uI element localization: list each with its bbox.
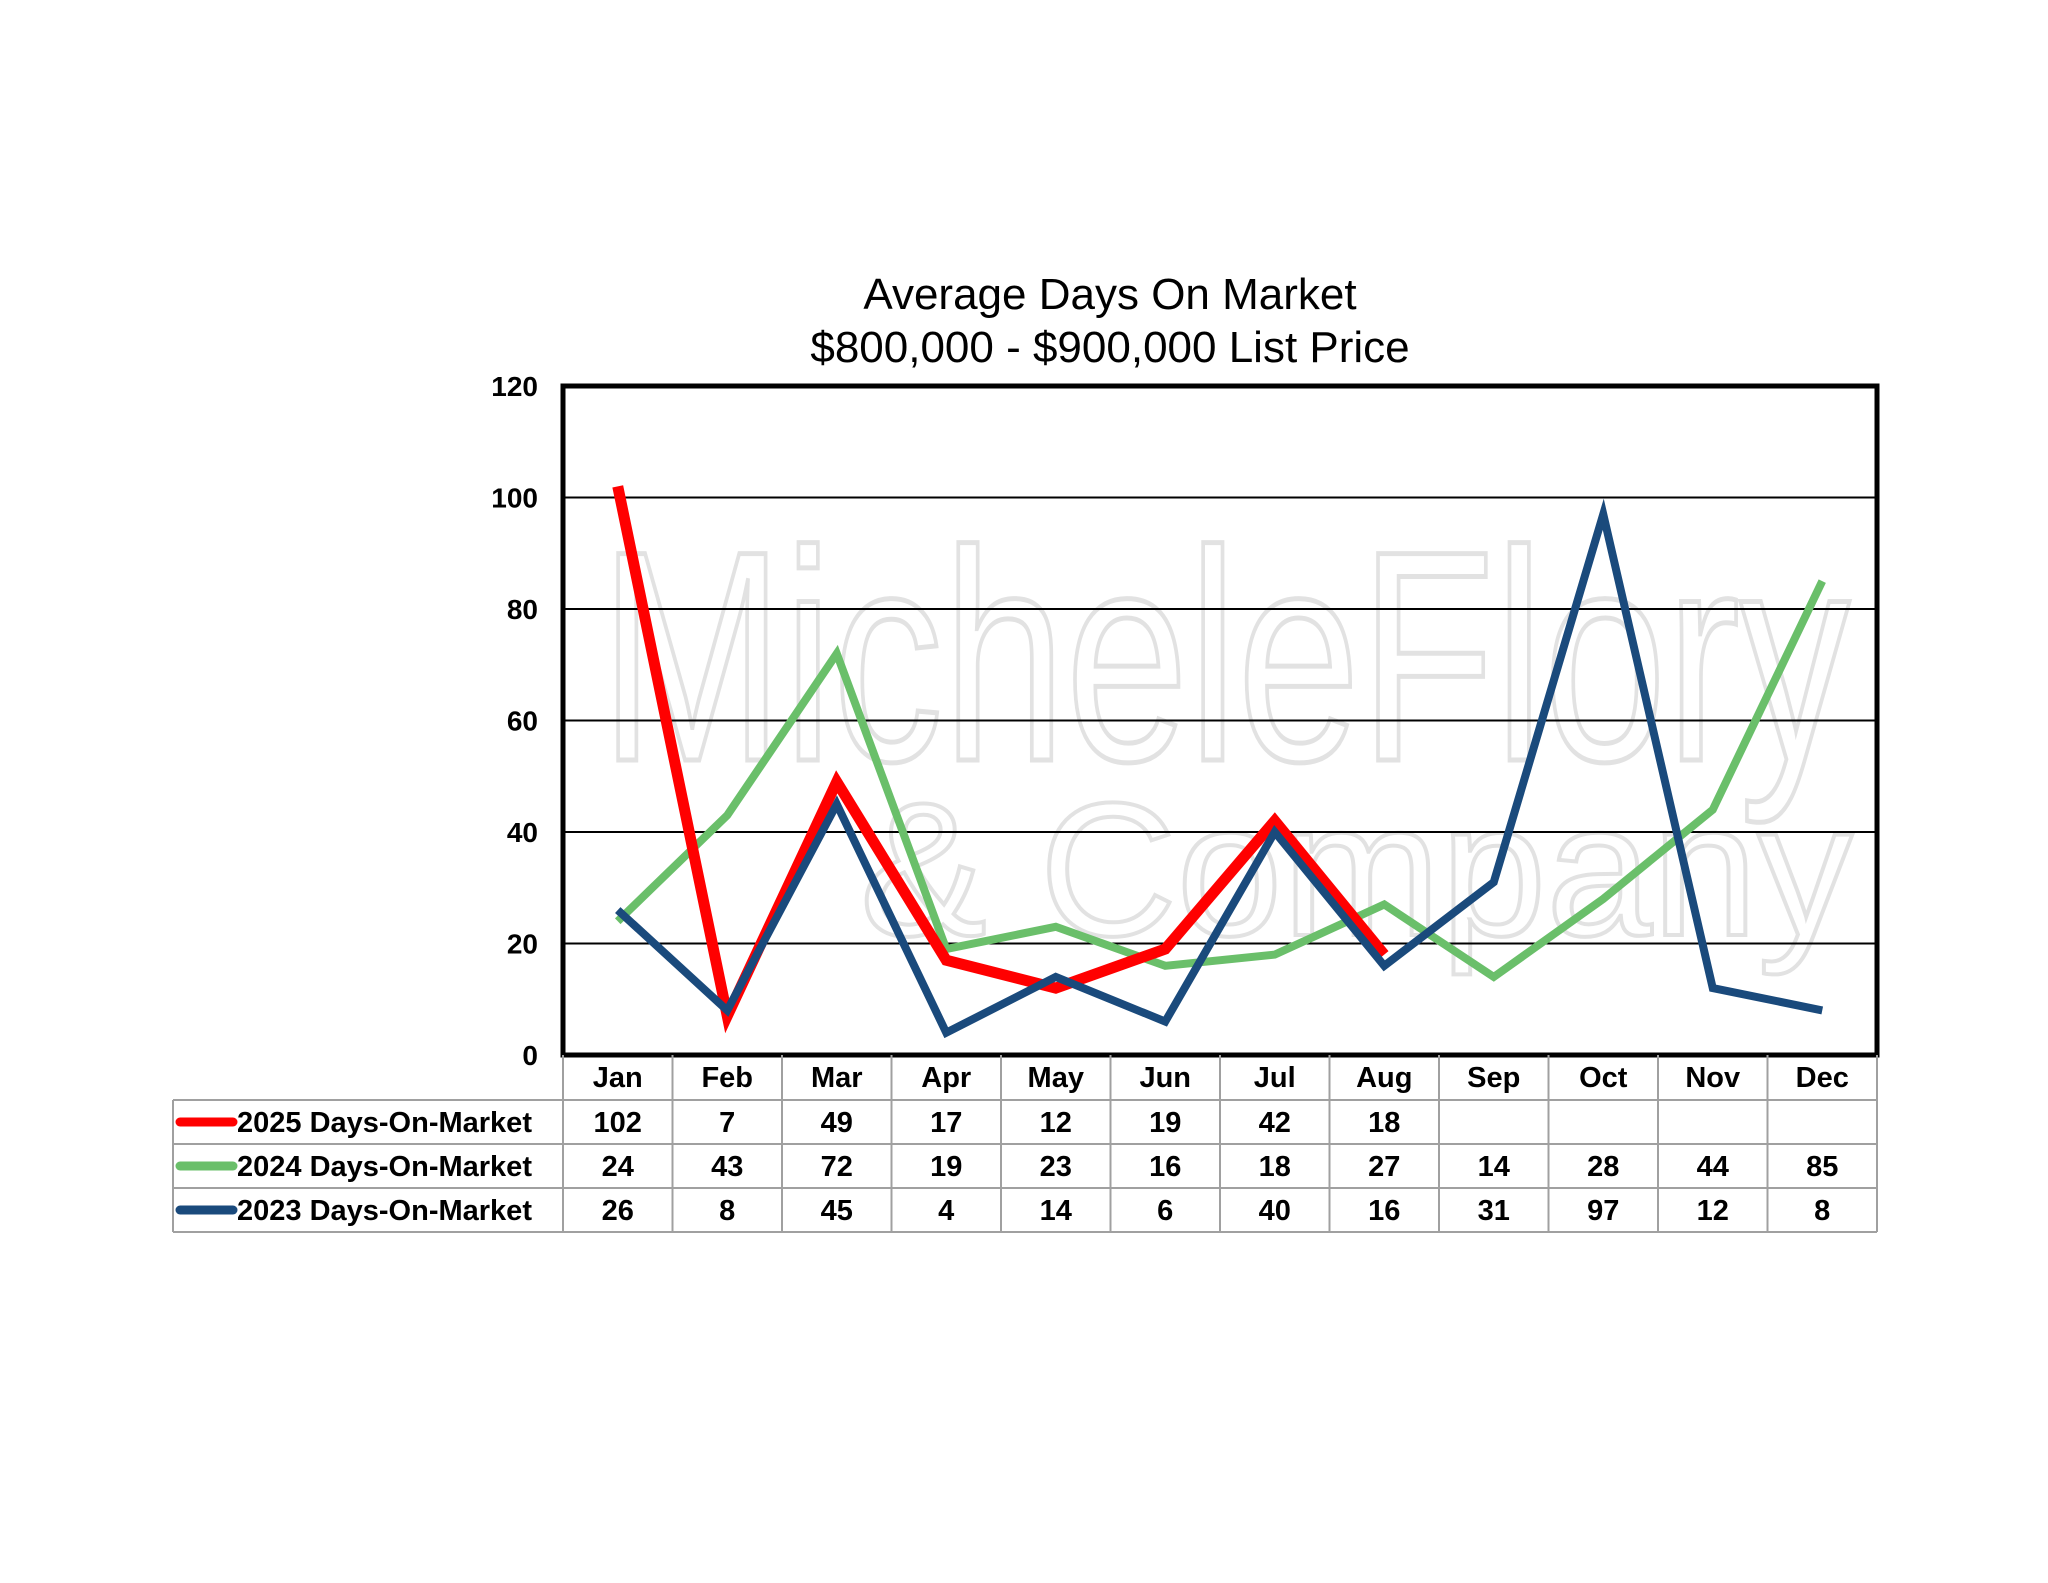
data-table: Jan Feb Mar Apr May Jun Jul Aug Sep Oct Nov Dec 2025…	[172, 1055, 1878, 1233]
table-cell-value: 4	[938, 1195, 954, 1227]
table-cell-value: 26	[602, 1195, 634, 1227]
y-tick-label: 20	[507, 929, 538, 960]
series-line-3	[615, 498, 1824, 1039]
x-tick-label: Oct	[1579, 1062, 1628, 1094]
table-cell-value: 16	[1368, 1195, 1400, 1227]
y-tick-label: 40	[507, 817, 538, 848]
watermark-text: MicheleFlory	[600, 488, 1850, 826]
x-tick-label: Dec	[1796, 1062, 1849, 1094]
x-tick-label: Mar	[811, 1062, 863, 1094]
gridlines	[563, 496, 1877, 945]
table-cell-value: 14	[1040, 1195, 1072, 1227]
table-cell-value: 12	[1697, 1195, 1729, 1227]
x-tick-label: May	[1028, 1062, 1084, 1094]
series-lines	[612, 485, 1826, 1039]
series-line-2	[614, 579, 1826, 982]
table-cell-value: 24	[602, 1151, 634, 1183]
y-tick-label: 100	[491, 483, 538, 514]
table-cell-value: 8	[1814, 1195, 1830, 1227]
table-cell-value: 8	[719, 1195, 735, 1227]
legend-label: 2025 Days-On-Market	[237, 1107, 532, 1139]
table-cell-value: 40	[1259, 1195, 1291, 1227]
table-cell-value: 7	[719, 1107, 735, 1139]
x-tick-label: Jul	[1254, 1062, 1296, 1094]
x-tick-label: Feb	[701, 1062, 753, 1094]
table-cell-value: 14	[1478, 1151, 1510, 1183]
chart-title: Average Days On Market	[863, 270, 1357, 319]
y-tick-label: 80	[507, 594, 538, 625]
x-tick-label: Jun	[1139, 1062, 1191, 1094]
legend-label: 2023 Days-On-Market	[237, 1195, 532, 1227]
y-tick-label: 120	[491, 371, 538, 402]
table-cell-value: 18	[1259, 1151, 1291, 1183]
table-cell-value: 31	[1478, 1195, 1510, 1227]
x-tick-label: Aug	[1356, 1062, 1412, 1094]
legend-label: 2024 Days-On-Market	[237, 1151, 532, 1183]
table-cell-value: 19	[930, 1151, 962, 1183]
table-cell-value: 19	[1149, 1107, 1181, 1139]
y-tick-label: 0	[522, 1040, 538, 1071]
watermark-logo: MicheleFlory& Company	[598, 486, 1855, 979]
chart-subtitle: $800,000 - $900,000 List Price	[810, 323, 1410, 372]
table-cell-value: 23	[1040, 1151, 1072, 1183]
table-cell-value: 97	[1587, 1195, 1619, 1227]
table-cell-value: 27	[1368, 1151, 1400, 1183]
table-cell-value: 42	[1259, 1107, 1291, 1139]
table-cell-value: 17	[930, 1107, 962, 1139]
x-tick-label: Sep	[1467, 1062, 1520, 1094]
table-cell-value: 6	[1157, 1195, 1173, 1227]
table-cell-value: 18	[1368, 1107, 1400, 1139]
table-cell-value: 45	[821, 1195, 853, 1227]
x-tick-label: Jan	[593, 1062, 643, 1094]
y-axis-tick-labels: 0 20 40 60 80 100 120	[491, 371, 538, 1071]
table-cell-value: 44	[1697, 1151, 1729, 1183]
table-cell-value: 16	[1149, 1151, 1181, 1183]
table-cell-value: 102	[594, 1107, 642, 1139]
y-tick-label: 60	[507, 706, 538, 737]
table-cell-value: 49	[821, 1107, 853, 1139]
x-tick-label: Nov	[1685, 1062, 1740, 1094]
table-cell-value: 72	[821, 1151, 853, 1183]
table-cell-value: 28	[1587, 1151, 1619, 1183]
table-cell-value: 12	[1040, 1107, 1072, 1139]
x-tick-label: Apr	[921, 1062, 971, 1094]
table-cell-value: 43	[711, 1151, 743, 1183]
table-cell-value: 85	[1806, 1151, 1838, 1183]
